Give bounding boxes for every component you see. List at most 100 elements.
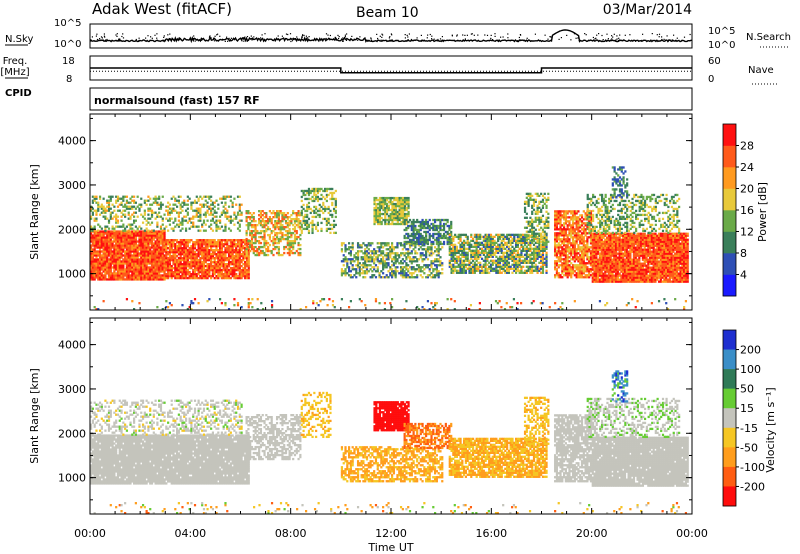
power-cell	[378, 248, 381, 251]
power-cell	[98, 246, 102, 249]
power-cell	[459, 265, 462, 268]
power-cell	[410, 244, 413, 247]
power-cell	[181, 217, 184, 220]
power-cell	[479, 243, 482, 247]
power-cell	[454, 257, 457, 260]
power-cell	[136, 250, 139, 253]
power-cell	[109, 195, 112, 198]
power-cell	[497, 247, 500, 250]
power-cell	[102, 246, 105, 249]
power-cell	[172, 245, 175, 248]
power-cell	[306, 197, 309, 201]
power-cell	[156, 197, 159, 200]
power-cell	[201, 257, 204, 260]
power-cell	[400, 208, 403, 212]
power-cell	[403, 218, 406, 222]
power-cell	[140, 248, 143, 251]
power-cell	[134, 270, 137, 273]
power-cell	[106, 242, 109, 245]
power-cell	[408, 218, 412, 222]
nsky-dot	[163, 35, 165, 37]
power-cell	[394, 218, 398, 222]
power-cell	[403, 200, 407, 204]
power-cell	[161, 268, 164, 271]
power-cell	[177, 272, 180, 276]
power-cell	[204, 203, 207, 206]
power-cell	[385, 258, 388, 261]
power-cell	[306, 203, 309, 207]
power-cell	[252, 225, 255, 229]
power-cell	[170, 207, 173, 210]
power-cell	[210, 263, 213, 266]
power-cell	[167, 241, 170, 244]
power-cell	[192, 243, 195, 246]
power-cell	[391, 196, 394, 200]
power-cell	[193, 243, 197, 246]
power-cell	[423, 242, 426, 246]
power-cell	[391, 260, 394, 263]
power-cell	[183, 243, 186, 246]
power-cell	[161, 264, 164, 267]
power-cell	[416, 218, 419, 222]
nsky-dot	[390, 33, 392, 35]
power-cell	[275, 241, 279, 245]
power-cell	[120, 266, 123, 269]
power-cell	[384, 208, 387, 212]
power-cell	[288, 239, 291, 243]
power-cell	[382, 204, 385, 208]
nsky-dot	[138, 40, 140, 42]
power-cell	[149, 258, 152, 261]
power-cell	[129, 234, 132, 237]
nsky-dot	[473, 34, 475, 36]
power-cell	[284, 237, 288, 241]
power-cell	[159, 254, 163, 257]
power-cell	[138, 230, 141, 233]
power-cell	[274, 241, 277, 245]
power-cell	[263, 215, 266, 219]
power-cell	[315, 211, 318, 215]
power-cell	[484, 235, 487, 239]
power-cell	[193, 261, 197, 264]
power-cell	[116, 276, 120, 279]
power-cell	[486, 237, 489, 241]
power-cell	[208, 253, 211, 256]
power-cell	[286, 251, 289, 255]
nsky-dot	[377, 37, 379, 40]
power-cell	[159, 270, 163, 273]
power-cell	[367, 256, 370, 259]
power-cell	[93, 264, 96, 267]
power-cell	[493, 269, 496, 272]
power-cell	[186, 243, 189, 246]
power-cell	[493, 247, 496, 250]
power-cell	[154, 230, 157, 233]
power-cell	[380, 262, 383, 265]
power-cell	[186, 221, 189, 224]
power-cell	[461, 233, 464, 237]
power-cell	[224, 215, 227, 218]
power-cell	[150, 266, 154, 269]
power-cell	[320, 205, 323, 209]
power-cell	[192, 270, 195, 274]
power-cell	[208, 205, 211, 208]
power-cell	[177, 211, 180, 214]
nsky-dot	[615, 39, 617, 41]
power-cell	[463, 267, 466, 270]
power-cell	[513, 265, 516, 268]
power-cell	[116, 248, 120, 251]
power-heatmap	[90, 166, 689, 311]
power-cell	[100, 262, 103, 265]
power-cell	[131, 227, 134, 230]
power-cell	[91, 211, 94, 214]
nsky-dot	[549, 36, 551, 38]
power-cell	[373, 274, 376, 277]
power-cell	[219, 263, 222, 266]
power-cell	[430, 266, 433, 269]
power-cell	[152, 270, 155, 273]
power-cell	[111, 217, 114, 220]
power-cell	[356, 262, 360, 265]
power-cell	[192, 215, 195, 218]
power-cell	[163, 256, 166, 259]
power-cell	[378, 198, 382, 202]
power-cell	[315, 207, 318, 211]
power-cell	[143, 211, 146, 214]
